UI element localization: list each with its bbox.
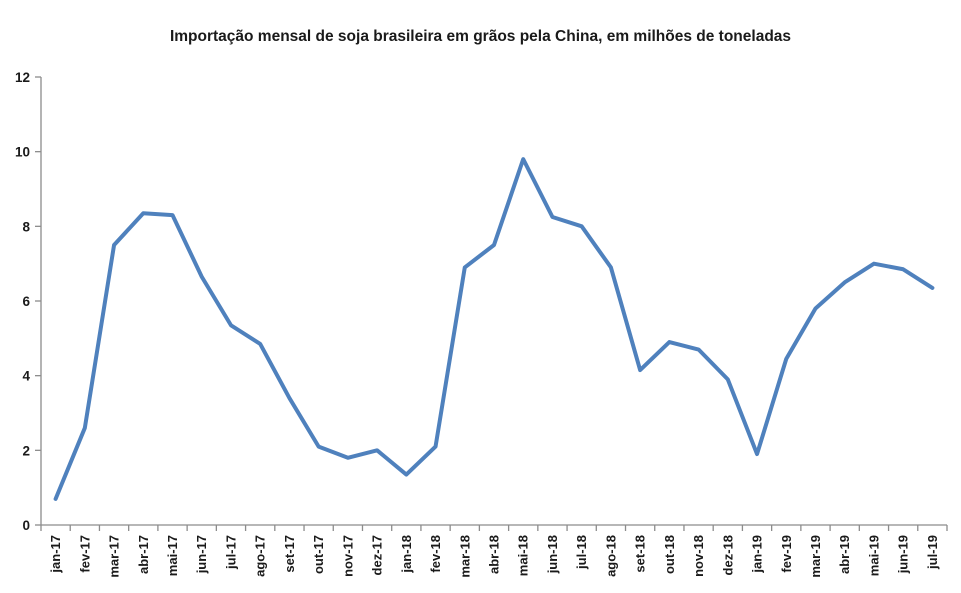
x-axis-label: jan-17 [48, 535, 63, 574]
x-axis-label: ago-17 [253, 535, 268, 577]
x-axis-label: jun-19 [896, 535, 911, 574]
x-axis-label: fev-17 [77, 535, 92, 573]
x-axis-label: jan-18 [399, 535, 414, 574]
x-axis-label: nov-18 [691, 535, 706, 577]
x-axis-label: out-18 [662, 535, 677, 574]
y-axis-label: 8 [22, 219, 30, 234]
x-axis-label: dez-18 [720, 535, 735, 575]
x-axis-label: mar-17 [107, 535, 122, 578]
y-axis-label: 0 [22, 518, 30, 533]
x-axis-label: dez-17 [370, 535, 385, 575]
x-axis-label: jun-17 [194, 535, 209, 574]
x-axis-label: ago-18 [603, 535, 618, 577]
x-axis-label: jul-17 [223, 535, 238, 570]
x-axis-label: out-17 [311, 535, 326, 574]
x-axis-label: abr-17 [136, 535, 151, 574]
y-axis-label: 2 [22, 443, 30, 458]
data-series-line [53, 157, 935, 501]
x-axis-label: mai-17 [165, 535, 180, 576]
x-axis-label: set-18 [633, 535, 648, 573]
x-axis-label: jul-19 [925, 535, 940, 570]
chart-title: Importação mensal de soja brasileira em … [169, 28, 792, 45]
x-axis-label: mar-18 [457, 535, 472, 578]
x-axis-label: nov-17 [340, 535, 355, 577]
x-axis-label: jun-18 [545, 535, 560, 574]
x-axis-label: fev-18 [428, 535, 443, 573]
x-axis-label: set-17 [282, 535, 297, 573]
y-axis-label: 4 [22, 369, 30, 384]
y-axis-label: 6 [22, 294, 30, 309]
x-axis-label: abr-18 [487, 535, 502, 574]
y-axis-label: 10 [15, 145, 30, 160]
x-axis-label: mar-19 [808, 535, 823, 578]
x-axis-label: mai-19 [866, 535, 881, 576]
x-axis-label: mai-18 [516, 535, 531, 576]
x-axis-label: jan-19 [750, 535, 765, 574]
x-axis-label: jul-18 [574, 535, 589, 570]
x-axis-label: fev-19 [779, 535, 794, 573]
y-axis-label: 12 [15, 70, 30, 85]
x-axis-label: abr-19 [837, 535, 852, 574]
